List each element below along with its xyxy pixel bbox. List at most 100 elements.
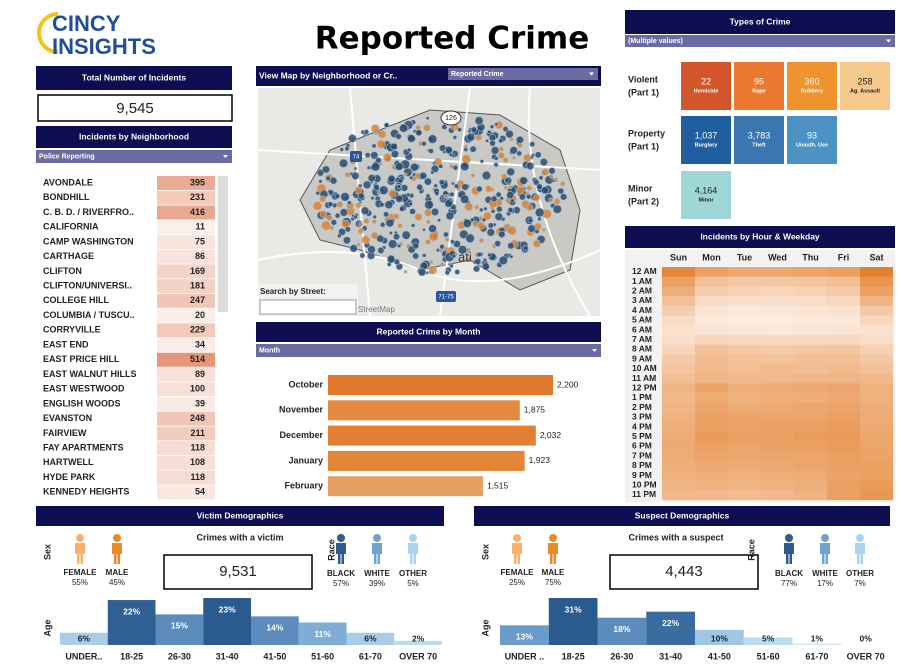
age-category: UNDER .. <box>505 651 545 661</box>
map-point <box>539 176 543 180</box>
map-point <box>422 253 426 257</box>
map-point <box>327 215 333 221</box>
map-point <box>379 186 388 195</box>
heatmap-cell <box>860 267 893 277</box>
map-point <box>343 237 350 244</box>
heatmap-cell <box>860 277 893 287</box>
neighborhood-value: 54 <box>195 487 205 497</box>
race-pct: 5% <box>407 579 419 588</box>
map-point <box>506 130 514 138</box>
heatmap-cell <box>761 403 794 413</box>
map-point <box>329 190 334 195</box>
heatmap-cell <box>761 471 794 481</box>
map-point <box>391 143 398 150</box>
map-point <box>477 252 481 256</box>
race-pct: 57% <box>333 579 349 588</box>
map-point <box>426 194 430 198</box>
map-point <box>510 138 514 142</box>
search-input[interactable] <box>260 300 356 314</box>
heatmap-cell <box>827 354 860 364</box>
heatmap-cell <box>695 432 728 442</box>
heatmap-cell <box>662 316 695 326</box>
heatmap-cell <box>794 277 827 287</box>
sex-name: FEMALE <box>64 568 98 577</box>
bar <box>328 451 525 471</box>
heatmap-cell <box>662 325 695 335</box>
neighborhood-name: HARTWELL <box>43 457 94 467</box>
map-point <box>498 139 502 143</box>
map-point <box>371 196 374 199</box>
heatmap-cell <box>761 325 794 335</box>
heatmap-cell <box>761 267 794 277</box>
map-point <box>460 195 468 203</box>
map-point <box>507 192 514 199</box>
heatmap-cell <box>827 461 860 471</box>
map-point <box>363 181 371 189</box>
type-group-label: (Part 1) <box>628 87 659 97</box>
map-point <box>388 175 395 182</box>
dropdown[interactable] <box>256 344 601 357</box>
age-value-label: 6% <box>364 633 377 643</box>
heatmap-cell <box>728 277 761 287</box>
map-point <box>417 184 423 190</box>
map-point <box>370 152 378 160</box>
caption: Crimes with a suspect <box>628 532 723 542</box>
heatmap-cell <box>695 403 728 413</box>
map-point <box>530 142 535 147</box>
map-point <box>424 124 431 131</box>
heatmap-cell <box>728 345 761 355</box>
heatmap-cell <box>728 393 761 403</box>
map-point <box>482 171 491 180</box>
heatmap-hour: 12 PM <box>632 383 657 393</box>
heatmap-cell <box>761 480 794 490</box>
map-point <box>510 146 518 154</box>
heatmap-cell <box>860 364 893 374</box>
bar-value-label: 1,515 <box>487 480 509 490</box>
neighborhood-value: 20 <box>195 310 205 320</box>
map-point <box>478 222 485 229</box>
heatmap-cell <box>728 364 761 374</box>
crime-tile-name: Rape <box>752 88 765 94</box>
heatmap-cell <box>794 432 827 442</box>
bar <box>328 426 536 446</box>
map-point <box>483 258 486 261</box>
heatmap-hour: 4 PM <box>632 421 652 431</box>
heatmap-cell <box>728 354 761 364</box>
map-point <box>398 244 401 247</box>
panel-title: Incidents by Hour & Weekday <box>700 231 820 241</box>
axis-label: Age <box>42 619 52 636</box>
heatmap-cell <box>761 451 794 461</box>
heatmap-cell <box>728 451 761 461</box>
heatmap-cell <box>860 286 893 296</box>
neighborhood-name: EAST WALNUT HILLS <box>43 369 137 379</box>
bar-value-label: 2,032 <box>540 430 562 440</box>
heatmap-hour: 10 AM <box>632 363 657 373</box>
map-point <box>410 163 418 171</box>
map-point <box>445 271 449 275</box>
map-point <box>454 184 459 189</box>
type-group-label: (Part 1) <box>628 141 659 151</box>
map-point <box>453 135 457 139</box>
heatmap-hour: 7 PM <box>632 450 652 460</box>
neighborhood-cell <box>157 353 215 367</box>
crime-tile-value: 1,037 <box>695 130 718 140</box>
heatmap-cell <box>761 364 794 374</box>
map-point <box>377 235 384 242</box>
heatmap-hour: 10 PM <box>632 480 657 490</box>
page-title: Reported Crime <box>315 21 590 57</box>
neighborhood-name: EVANSTON <box>43 413 92 423</box>
heatmap-cell <box>761 296 794 306</box>
neighborhood-cell <box>157 397 215 411</box>
map-point <box>518 143 523 148</box>
crime-tile-value: 3,783 <box>748 130 771 140</box>
heatmap-cell <box>695 374 728 384</box>
neighborhood-name: ENGLISH WOODS <box>43 398 121 408</box>
crime-tile-name: Burglary <box>695 142 719 148</box>
map-point <box>361 130 365 134</box>
map-point <box>444 247 448 251</box>
map-point <box>487 228 495 236</box>
heatmap-cell <box>860 461 893 471</box>
age-category: 41-50 <box>263 651 286 661</box>
age-value-label: 1% <box>811 633 824 643</box>
map-point <box>409 176 413 180</box>
